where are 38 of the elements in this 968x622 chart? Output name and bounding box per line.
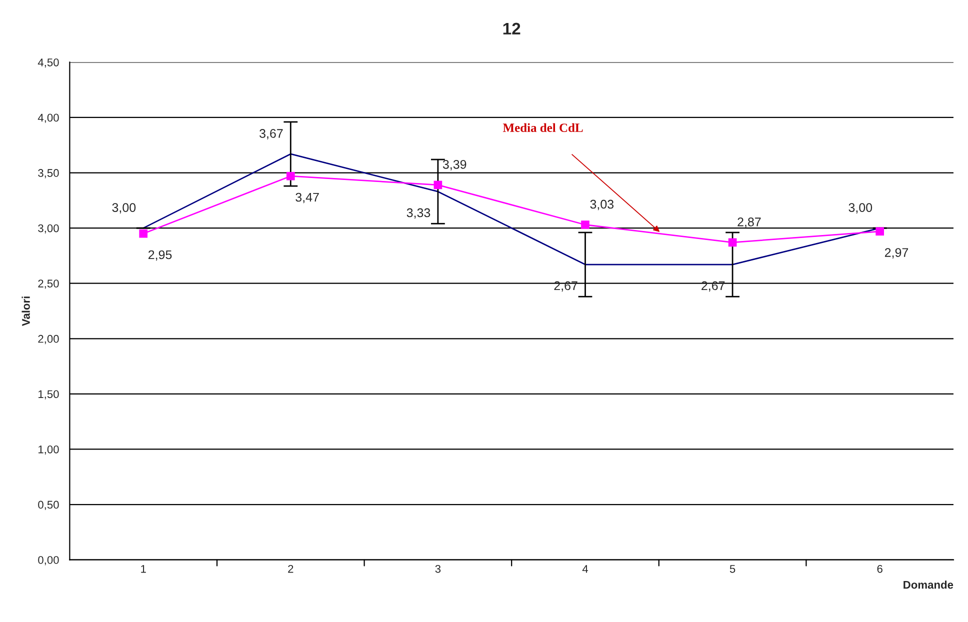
y-tick-label: 4,50 <box>38 58 59 68</box>
data-label: 3,47 <box>296 192 319 204</box>
y-tick-label: 0,00 <box>38 556 59 566</box>
data-label: 3,00 <box>848 203 872 214</box>
data-label: 2,87 <box>738 218 761 228</box>
chart-title: 12 <box>503 22 520 34</box>
y-tick-label: 3,50 <box>38 169 59 178</box>
y-tick-label: 1,50 <box>38 390 59 400</box>
data-label: 3,33 <box>406 208 430 219</box>
y-tick-label: 2,50 <box>38 280 59 289</box>
point <box>581 220 590 229</box>
data-label: 2,67 <box>702 281 725 292</box>
y-tick-label: 0,50 <box>38 500 59 510</box>
x-tick-label: 3 <box>435 564 441 573</box>
point <box>139 229 148 238</box>
y-tick-label: 4,00 <box>38 114 59 123</box>
data-label: 2,97 <box>884 248 908 258</box>
y-tick-label: 3,00 <box>38 224 59 234</box>
data-label: 2,95 <box>148 250 172 261</box>
x-tick-label: 2 <box>288 564 294 573</box>
x-axis-title: Domande <box>904 580 954 589</box>
y-tick-label: 1,00 <box>38 445 59 455</box>
y-tick-label: 2,00 <box>38 334 59 344</box>
point <box>286 172 295 180</box>
point <box>434 180 442 190</box>
x-tick-label: 4 <box>582 565 588 573</box>
x-tick-label: 6 <box>877 564 882 573</box>
data-label: 2,67 <box>554 281 578 292</box>
data-label: 3,00 <box>112 203 136 214</box>
point <box>876 227 884 236</box>
data-label: 3,39 <box>442 160 466 170</box>
data-label: 3,67 <box>260 129 283 140</box>
data-label: 3,03 <box>590 200 614 210</box>
x-tick-label: 1 <box>141 565 146 573</box>
x-tick-label: 5 <box>730 565 736 573</box>
point <box>728 238 737 247</box>
annotation: Media del CdL <box>502 123 583 132</box>
y-axis-title: Valori <box>22 296 30 326</box>
